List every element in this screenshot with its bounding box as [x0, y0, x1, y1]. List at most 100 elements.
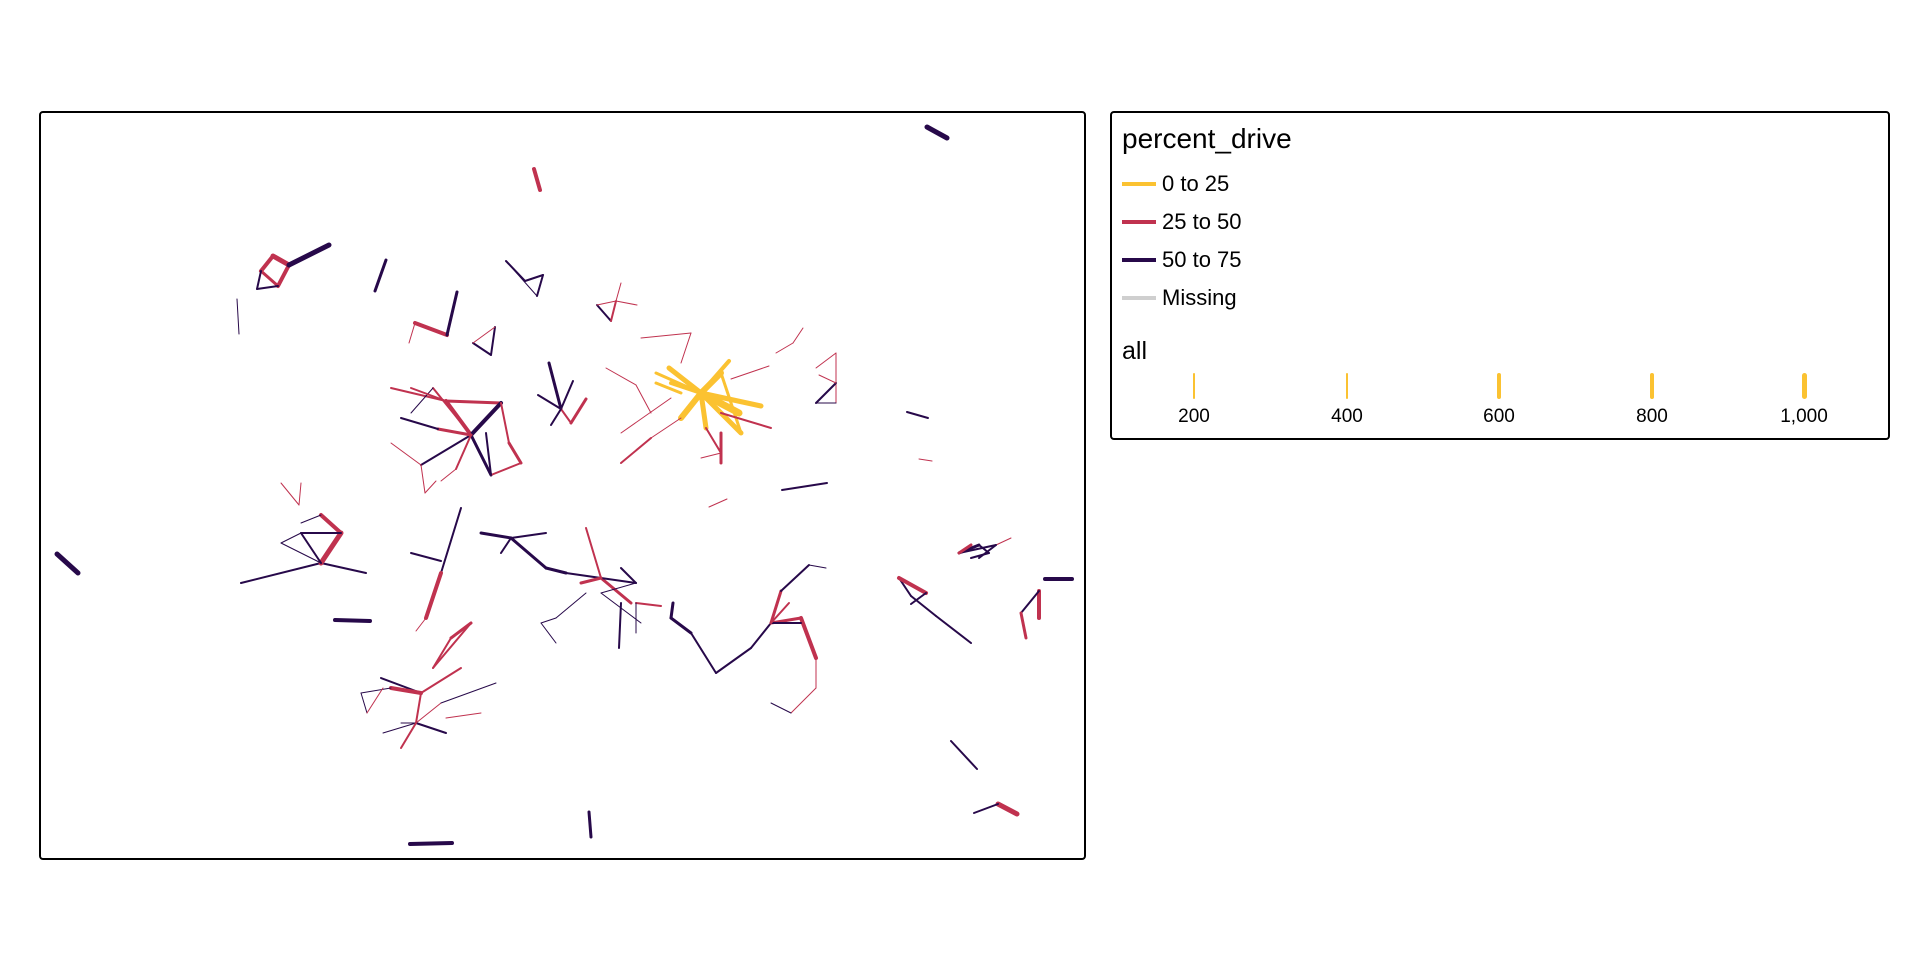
- flow-line: [620, 567, 637, 584]
- flow-line: [510, 532, 547, 539]
- flow-line: [799, 616, 818, 660]
- flow-line: [500, 402, 510, 444]
- flow-line: [424, 480, 437, 494]
- flow-line: [705, 427, 722, 454]
- flow-line: [500, 537, 512, 554]
- legend-label: 25 to 50: [1162, 209, 1242, 234]
- flow-line: [978, 544, 997, 559]
- flow-line: [420, 667, 462, 694]
- flow-line: [410, 387, 447, 402]
- size-bar: [1345, 373, 1349, 399]
- flow-line: [750, 622, 772, 649]
- flow-line: [906, 411, 929, 419]
- legend-item-0-to-25: 0 to 25: [1122, 170, 1229, 198]
- flow-line: [408, 841, 454, 846]
- flow-line: [935, 615, 972, 644]
- size-label: 800: [1636, 406, 1668, 427]
- flow-line: [256, 270, 262, 290]
- flow-line: [918, 458, 933, 462]
- flow-line: [54, 551, 81, 576]
- flow-line: [769, 589, 783, 625]
- flow-line: [432, 387, 472, 436]
- flow-line: [640, 332, 692, 339]
- legend-item-50-to-75: 50 to 75: [1122, 246, 1242, 274]
- flow-line: [1020, 590, 1040, 614]
- flow-line: [815, 352, 837, 369]
- legend-swatch-50-to-75: [1122, 258, 1156, 262]
- flow-line: [790, 687, 817, 714]
- flow-line: [505, 260, 538, 297]
- flow-line: [924, 124, 950, 141]
- flow-line: [415, 722, 447, 734]
- flow-line: [596, 300, 617, 306]
- flow-line: [240, 562, 322, 584]
- size-bar: [1801, 373, 1807, 399]
- flow-line: [485, 432, 492, 476]
- flow-lines-map[interactable]: [41, 113, 1084, 858]
- flow-line: [432, 622, 472, 669]
- flow-line: [455, 434, 472, 470]
- flow-line: [469, 401, 503, 437]
- flow-line: [432, 637, 452, 669]
- flow-line: [544, 566, 568, 575]
- flow-line: [666, 365, 704, 396]
- flow-line: [650, 417, 682, 439]
- flow-line: [469, 433, 493, 477]
- flow-line: [719, 371, 743, 435]
- flow-line: [600, 592, 642, 624]
- flow-line: [780, 564, 810, 592]
- flow-line: [615, 300, 638, 306]
- flow-line: [408, 322, 416, 344]
- flow-line: [415, 702, 442, 724]
- flow-line: [730, 365, 770, 380]
- flow-line: [635, 384, 652, 414]
- flow-line: [440, 682, 497, 704]
- flow-line: [605, 367, 637, 386]
- flow-line: [600, 577, 637, 584]
- flow-line: [472, 326, 496, 344]
- flow-line: [775, 342, 794, 354]
- legend-color-title: percent_drive: [1122, 123, 1292, 154]
- flow-line: [424, 571, 443, 620]
- flow-line: [270, 253, 292, 268]
- legend-label: 0 to 25: [1162, 171, 1230, 196]
- flow-line: [445, 290, 459, 337]
- flow-line: [569, 397, 588, 425]
- map-panel[interactable]: [39, 111, 1086, 860]
- flow-line: [615, 282, 622, 302]
- flow-line: [389, 686, 423, 695]
- legend-label: Missing: [1162, 285, 1237, 310]
- flow-line: [669, 381, 703, 395]
- flow-line: [973, 803, 999, 814]
- flow-line: [532, 167, 542, 192]
- legend-size-title: all: [1122, 337, 1148, 365]
- flow-line: [280, 482, 300, 506]
- flow-line: [950, 740, 978, 770]
- flow-line: [620, 397, 672, 434]
- flow-line: [635, 602, 662, 607]
- size-label: 1,000: [1780, 406, 1828, 427]
- flow-line: [910, 592, 927, 605]
- flow-line: [415, 617, 427, 632]
- legend-item-25-to-50: 25 to 50: [1122, 208, 1242, 236]
- flow-line: [256, 285, 279, 290]
- flow-line: [413, 321, 449, 337]
- flow-line: [565, 572, 602, 579]
- flow-line: [547, 361, 563, 411]
- flow-line: [444, 399, 503, 405]
- legend-swatch-missing: [1122, 296, 1156, 300]
- flow-line: [382, 722, 417, 734]
- flow-line: [415, 692, 422, 724]
- flow-line: [280, 532, 302, 544]
- flow-line: [715, 647, 752, 674]
- legend-size-item-600: 600: [1459, 373, 1539, 428]
- flow-line: [318, 530, 344, 566]
- flow-line: [360, 687, 392, 694]
- flow-line: [276, 263, 291, 288]
- flow-line: [490, 326, 496, 356]
- legend-size-item-400: 400: [1307, 373, 1387, 428]
- flow-line: [537, 394, 562, 410]
- flow-line: [479, 531, 513, 540]
- flow-line: [958, 544, 997, 554]
- flow-line: [320, 562, 367, 574]
